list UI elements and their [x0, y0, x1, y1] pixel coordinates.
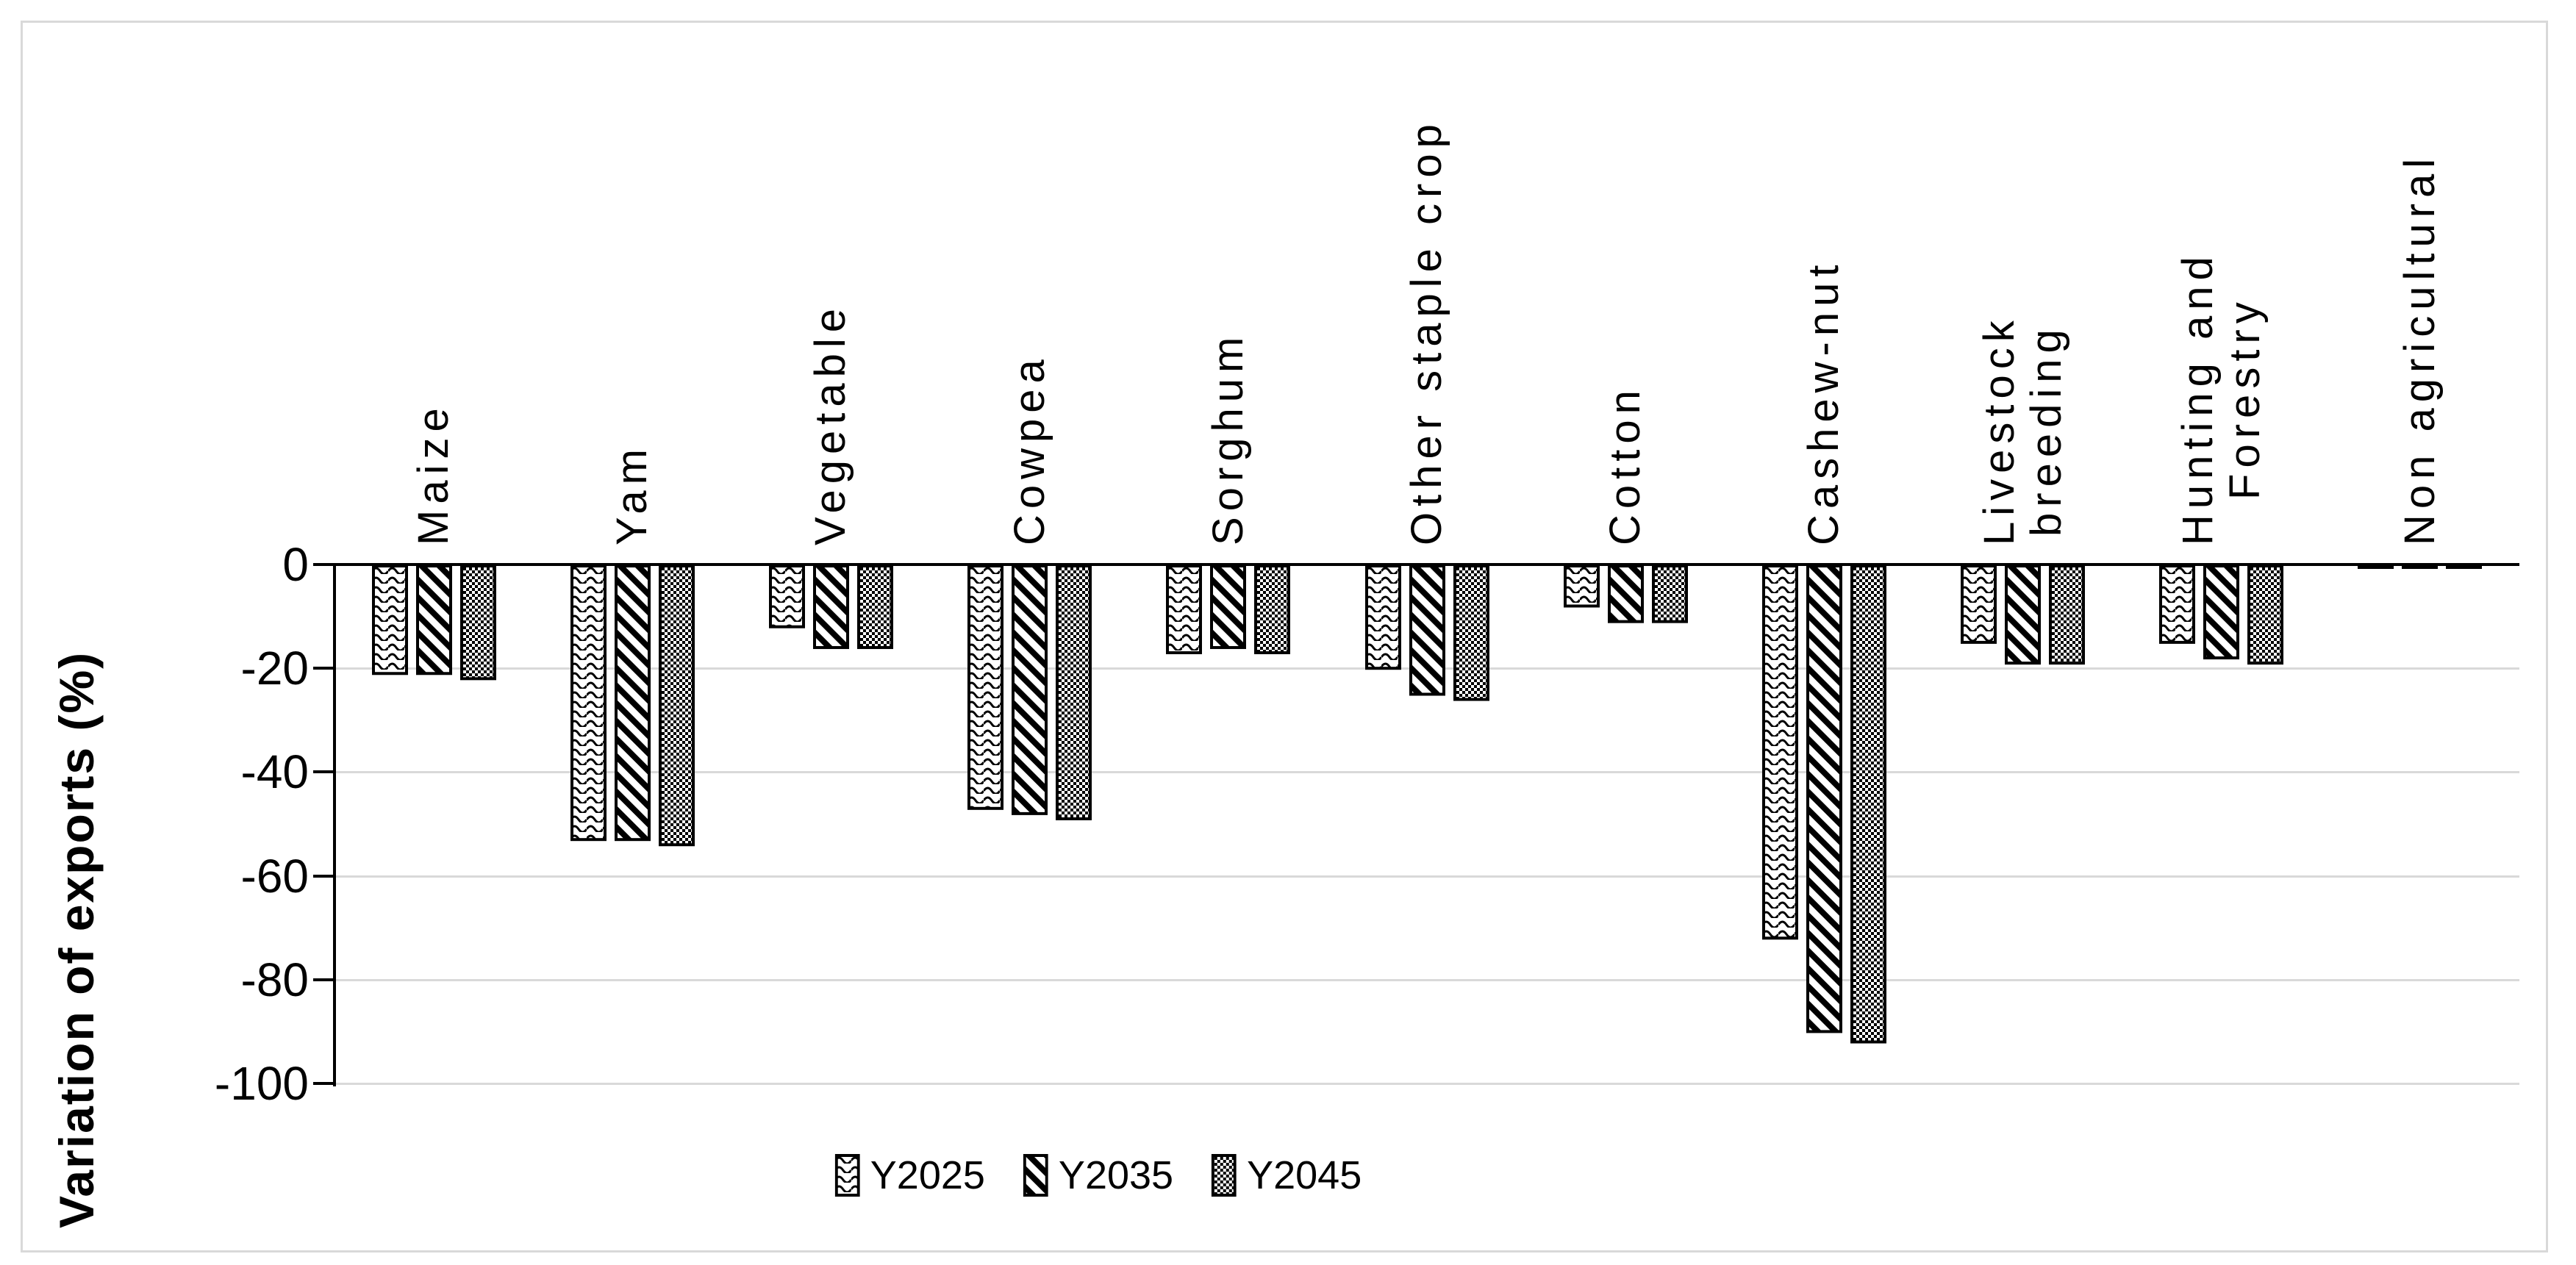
y-axis-tick-0 — [313, 563, 336, 566]
category-label-other-staple-crop: Other staple crop — [1403, 118, 1450, 545]
bar-y2035-hunting-and — [2203, 565, 2240, 660]
y-axis-tick-label--80: -80 — [240, 953, 310, 1006]
gridline--60 — [334, 875, 2519, 878]
bar-y2035-cashew-nut — [1806, 565, 1842, 1033]
legend-label-y2025: Y2025 — [870, 1153, 985, 1197]
bar-y2045-livestock — [2049, 565, 2086, 665]
bar-y2045-non-agricultural — [2446, 565, 2483, 569]
bar-y2045-cashew-nut — [1850, 565, 1886, 1044]
bar-y2025-non-agricultural — [2358, 565, 2394, 569]
y-axis-tick-label--60: -60 — [240, 849, 310, 903]
legend: Y2025 Y2035 Y2045 — [834, 1153, 1362, 1198]
category-label-yam: Yam — [608, 443, 656, 545]
bar-y2045-cotton — [1651, 565, 1688, 623]
y-axis-tick-label--100: -100 — [214, 1057, 309, 1110]
bar-y2045-other-staple-crop — [1453, 565, 1489, 701]
bar-y2035-other-staple-crop — [1409, 565, 1445, 696]
bar-y2035-non-agricultural — [2402, 565, 2439, 569]
y-axis-line — [333, 563, 336, 1086]
bar-y2045-maize — [459, 565, 496, 681]
y-axis-tick--80 — [313, 978, 336, 981]
bar-y2025-cotton — [1563, 565, 1600, 608]
category-label-cotton: Cotton — [1601, 384, 1650, 545]
bar-y2035-maize — [415, 565, 452, 675]
category-label-maize: Maize — [409, 402, 458, 545]
legend-item-y2035: Y2035 — [1023, 1153, 1173, 1198]
legend-swatch-y2035-icon — [1023, 1154, 1048, 1197]
bar-y2035-yam — [614, 565, 651, 842]
bar-y2035-cotton — [1607, 565, 1644, 623]
bar-y2025-livestock — [1961, 565, 1997, 644]
gridline--40 — [334, 771, 2519, 774]
gridline--100 — [334, 1083, 2519, 1085]
bar-y2025-cashew-nut — [1761, 565, 1798, 940]
y-axis-tick-label-0: 0 — [282, 538, 309, 591]
bar-y2045-cowpea — [1056, 565, 1092, 820]
category-label-non-agricultural: Non agricultural — [2395, 152, 2444, 545]
y-axis-tick--20 — [313, 667, 336, 670]
legend-label-y2035: Y2035 — [1058, 1153, 1174, 1197]
category-label-sorghum: Sorghum — [1203, 331, 1252, 545]
category-label-vegetable: Vegetable — [806, 302, 855, 545]
y-axis-tick--40 — [313, 770, 336, 774]
legend-swatch-y2045-icon — [1212, 1154, 1237, 1197]
bar-y2025-maize — [371, 565, 408, 675]
gridline--80 — [334, 978, 2519, 981]
bar-y2025-other-staple-crop — [1364, 565, 1401, 670]
bar-y2025-cowpea — [967, 565, 1004, 810]
y-axis-tick-label--40: -40 — [240, 745, 310, 799]
bar-y2025-yam — [570, 565, 607, 842]
bar-y2045-yam — [658, 565, 695, 847]
bar-y2035-cowpea — [1012, 565, 1048, 815]
legend-swatch-y2025-icon — [834, 1154, 860, 1197]
bar-y2045-hunting-and — [2247, 565, 2284, 665]
legend-item-y2025: Y2025 — [834, 1153, 985, 1198]
bar-y2025-vegetable — [768, 565, 805, 628]
category-label-cashew-nut: Cashew-nut — [1800, 259, 1848, 545]
bar-y2045-sorghum — [1254, 565, 1291, 655]
legend-item-y2045: Y2045 — [1212, 1153, 1362, 1198]
bar-y2025-hunting-and — [2159, 565, 2196, 644]
bar-y2035-sorghum — [1210, 565, 1247, 649]
y-axis-tick--60 — [313, 874, 336, 878]
y-axis-tick-label--20: -20 — [240, 642, 310, 695]
bar-y2035-livestock — [2005, 565, 2042, 665]
bar-y2035-vegetable — [812, 565, 849, 649]
y-axis-tick--100 — [313, 1082, 336, 1085]
category-label-cowpea: Cowpea — [1005, 354, 1053, 545]
bar-y2045-vegetable — [856, 565, 893, 649]
bar-y2025-sorghum — [1166, 565, 1203, 655]
category-label-livestock: Livestock breeding — [1975, 315, 2070, 545]
category-label-hunting-and: Hunting and Forestry — [2173, 251, 2269, 545]
legend-label-y2045: Y2045 — [1247, 1153, 1362, 1197]
